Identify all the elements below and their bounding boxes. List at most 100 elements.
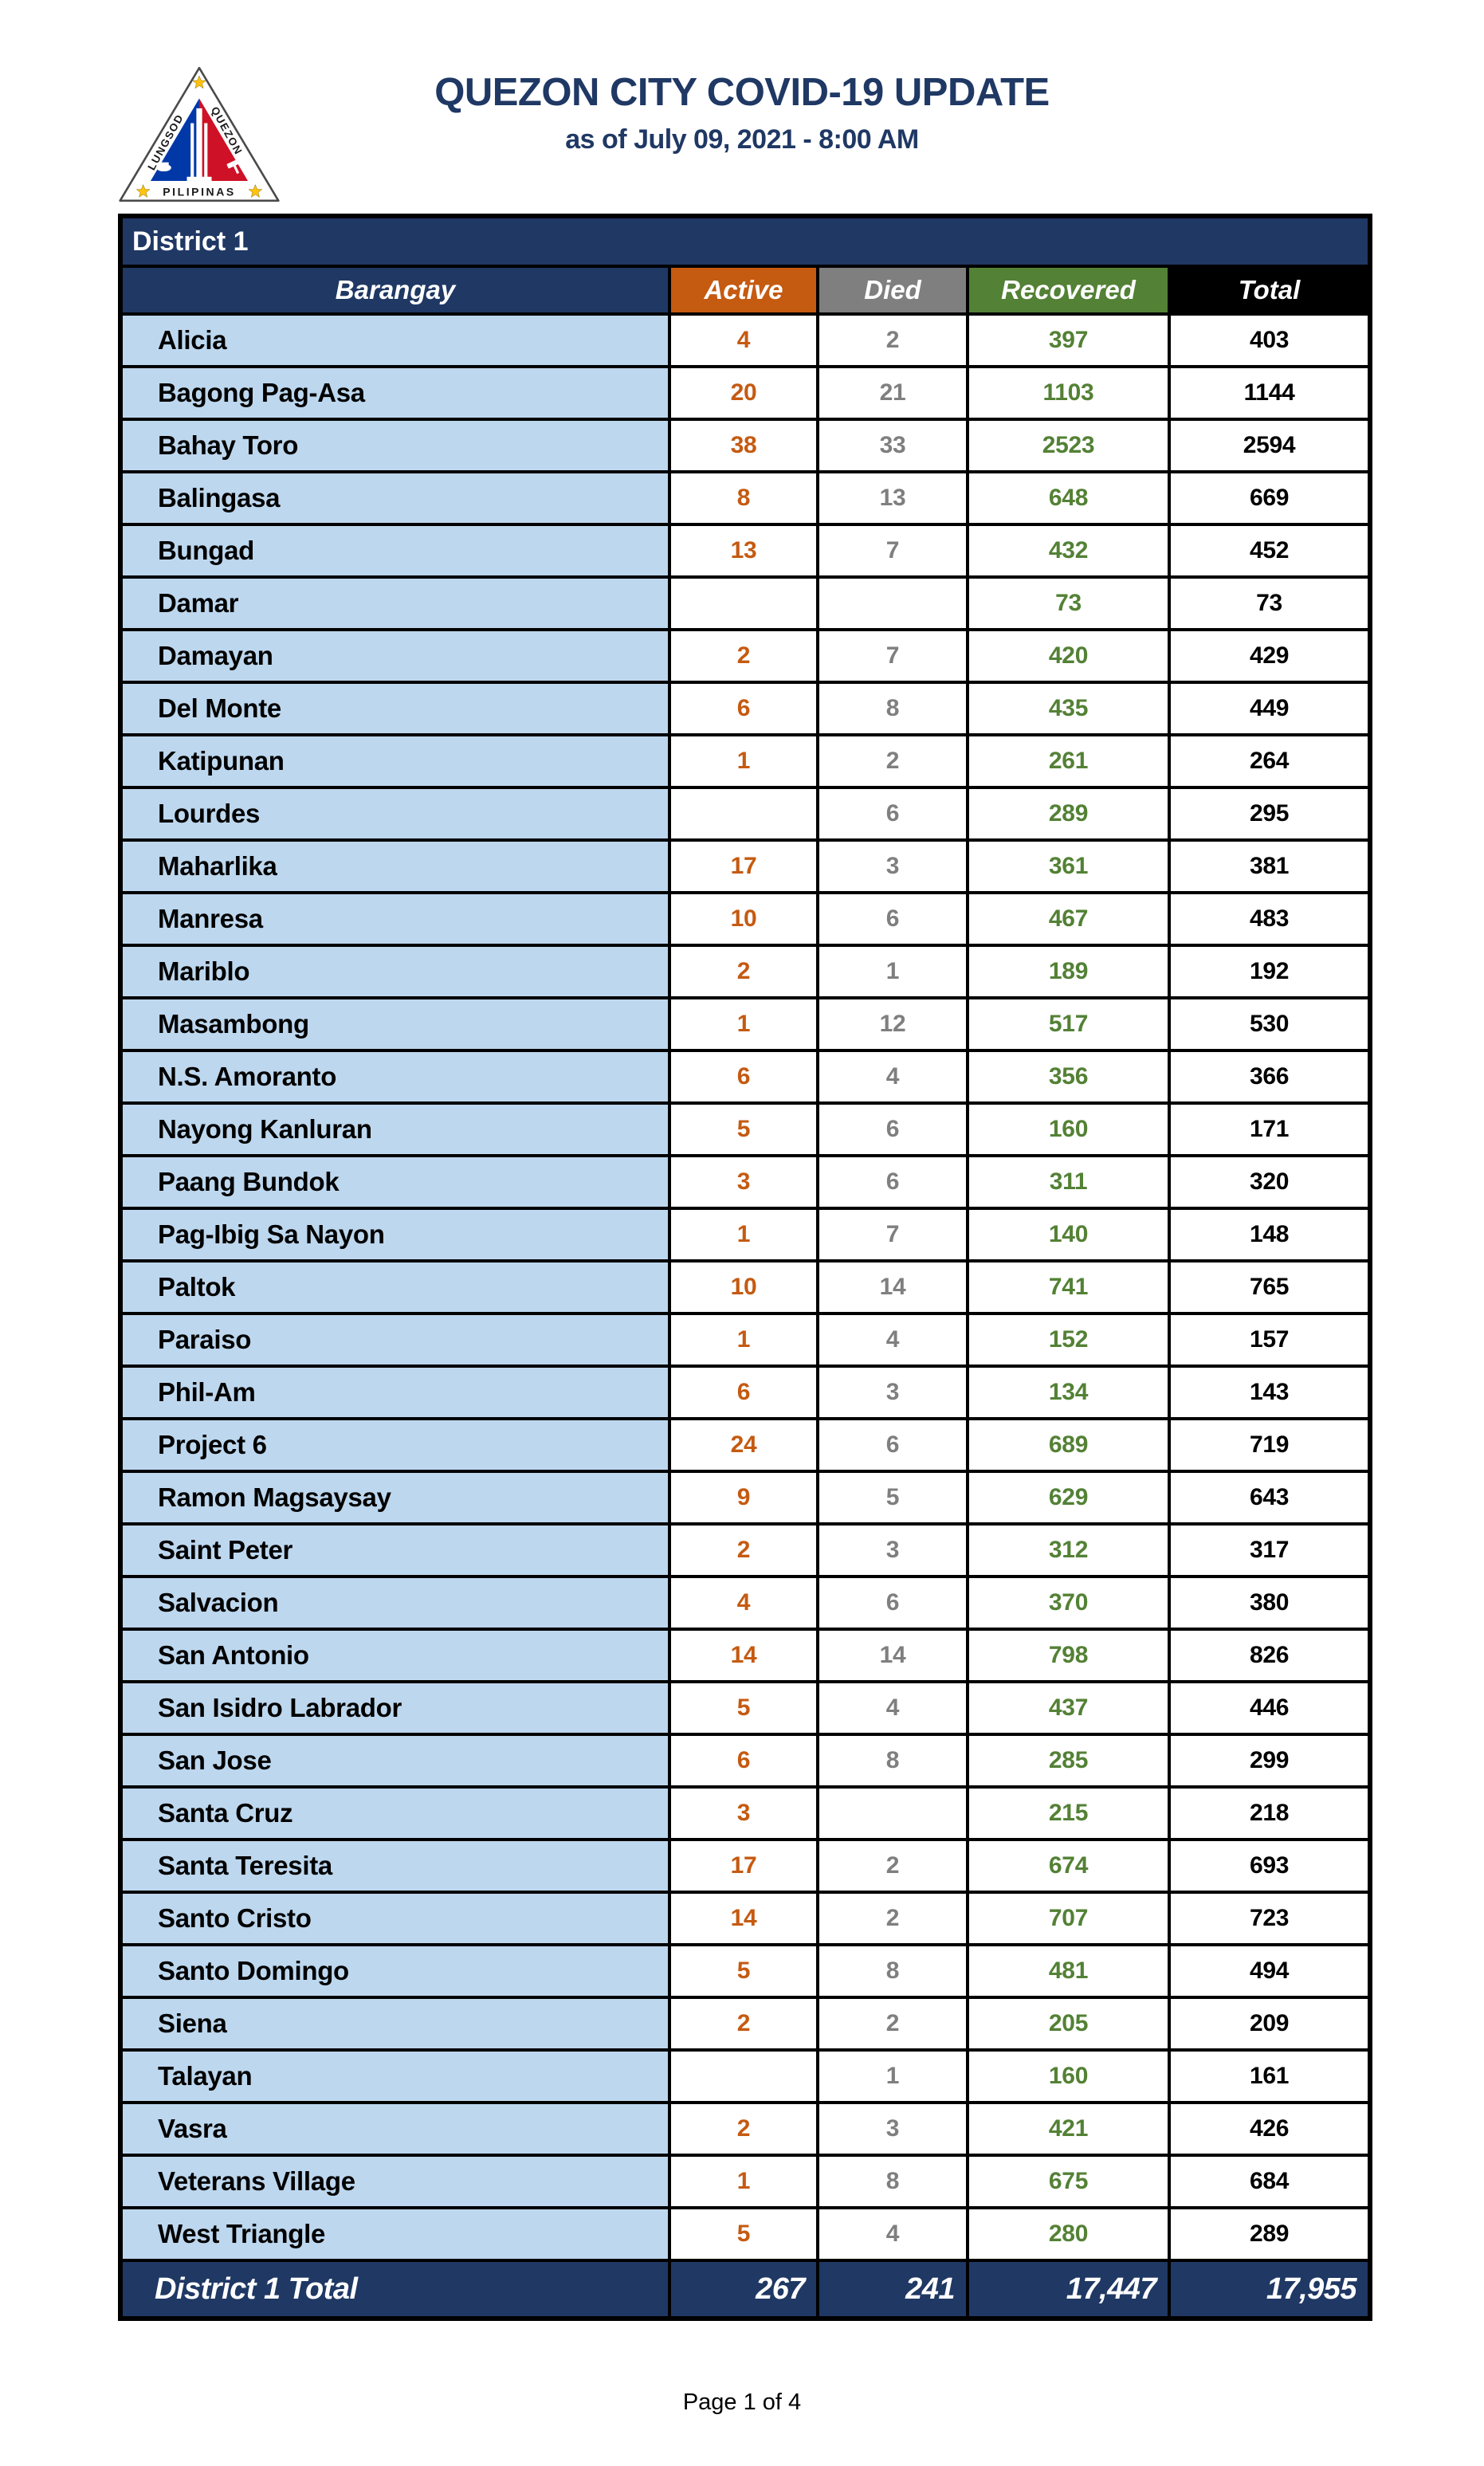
- recovered-count-cell: 280: [966, 2206, 1171, 2262]
- barangay-name-cell: Ramon Magsaysay: [119, 1470, 671, 1526]
- active-count-cell: 6: [668, 1365, 819, 1420]
- recovered-count-cell: 73: [966, 575, 1171, 631]
- active-count-cell: 1: [668, 996, 819, 1052]
- table-row: Bungad 13 7 432 452: [119, 523, 1372, 579]
- recovered-count-cell: 467: [966, 891, 1171, 947]
- total-count-cell: 209: [1167, 1996, 1372, 2052]
- table-row: Vasra 2 3 421 426: [119, 2101, 1372, 2157]
- column-header-active: Active: [668, 265, 819, 316]
- barangay-name-cell: Talayan: [119, 2048, 671, 2104]
- recovered-count-cell: 152: [966, 1312, 1171, 1368]
- title-block: QUEZON CITY COVID-19 UPDATE as of July 0…: [0, 70, 1484, 155]
- barangay-name-cell: Damayan: [119, 628, 671, 684]
- total-count-cell: 429: [1167, 628, 1372, 684]
- active-count-cell: 6: [668, 1733, 819, 1789]
- died-count-cell: [816, 575, 969, 631]
- active-count-cell: 17: [668, 838, 819, 894]
- barangay-name-cell: Lourdes: [119, 786, 671, 842]
- table-row: Katipunan 1 2 261 264: [119, 733, 1372, 789]
- table-row: Manresa 10 6 467 483: [119, 891, 1372, 947]
- active-count-cell: 4: [668, 1575, 819, 1631]
- barangay-name-cell: West Triangle: [119, 2206, 671, 2262]
- recovered-count-cell: 629: [966, 1470, 1171, 1526]
- table-row: Paraiso 1 4 152 157: [119, 1312, 1372, 1368]
- total-count-cell: 157: [1167, 1312, 1372, 1368]
- table-row: Damar 73 73: [119, 575, 1372, 631]
- table-row: Maharlika 17 3 361 381: [119, 838, 1372, 894]
- died-count-cell: 3: [816, 1522, 969, 1578]
- barangay-name-cell: San Antonio: [119, 1628, 671, 1683]
- table-row: Salvacion 4 6 370 380: [119, 1575, 1372, 1631]
- barangay-name-cell: Santo Cristo: [119, 1891, 671, 1946]
- recovered-count-cell: 261: [966, 733, 1171, 789]
- active-count-cell: 14: [668, 1891, 819, 1946]
- active-count-cell: 5: [668, 1680, 819, 1736]
- total-count-cell: 403: [1167, 312, 1372, 368]
- active-count-cell: 5: [668, 2206, 819, 2262]
- active-count-cell: 2: [668, 1996, 819, 2052]
- barangay-name-cell: Masambong: [119, 996, 671, 1052]
- died-count-cell: 4: [816, 1680, 969, 1736]
- column-header-total: Total: [1167, 265, 1372, 316]
- died-count-cell: 7: [816, 1207, 969, 1262]
- barangay-name-cell: Bagong Pag-Asa: [119, 365, 671, 421]
- died-count-cell: 1: [816, 2048, 969, 2104]
- died-count-cell: 8: [816, 1943, 969, 1999]
- died-count-cell: 3: [816, 838, 969, 894]
- active-count-cell: 2: [668, 944, 819, 999]
- died-count-cell: 7: [816, 628, 969, 684]
- total-count-cell: 320: [1167, 1154, 1372, 1210]
- total-count-cell: 299: [1167, 1733, 1372, 1789]
- died-count-cell: 8: [816, 1733, 969, 1789]
- total-count-cell: 73: [1167, 575, 1372, 631]
- died-count-cell: 8: [816, 2154, 969, 2209]
- active-count-cell: 3: [668, 1785, 819, 1841]
- active-count-cell: 8: [668, 470, 819, 526]
- total-count-cell: 452: [1167, 523, 1372, 579]
- district-title: District 1: [118, 214, 1372, 268]
- total-count-cell: 171: [1167, 1101, 1372, 1157]
- barangay-name-cell: Katipunan: [119, 733, 671, 789]
- table-row: Saint Peter 2 3 312 317: [119, 1522, 1372, 1578]
- died-count-cell: 6: [816, 1575, 969, 1631]
- recovered-count-cell: 356: [966, 1049, 1171, 1105]
- barangay-name-cell: Paraiso: [119, 1312, 671, 1368]
- died-count-cell: 4: [816, 1049, 969, 1105]
- died-count-cell: 6: [816, 1101, 969, 1157]
- total-count-cell: 148: [1167, 1207, 1372, 1262]
- barangay-name-cell: Bungad: [119, 523, 671, 579]
- total-count-cell: 143: [1167, 1365, 1372, 1420]
- barangay-name-cell: Bahay Toro: [119, 418, 671, 473]
- recovered-count-cell: 741: [966, 1259, 1171, 1315]
- seal-text-pilipinas: PILIPINAS: [163, 186, 236, 198]
- district-total-label: District 1 Total: [119, 2259, 671, 2320]
- table-row: Balingasa 8 13 648 669: [119, 470, 1372, 526]
- total-count-cell: 381: [1167, 838, 1372, 894]
- barangay-name-cell: Project 6: [119, 1417, 671, 1473]
- barangay-name-cell: Del Monte: [119, 681, 671, 736]
- table-row: Santa Teresita 17 2 674 693: [119, 1838, 1372, 1894]
- barangay-name-cell: Salvacion: [119, 1575, 671, 1631]
- table-row: San Isidro Labrador 5 4 437 446: [119, 1680, 1372, 1736]
- total-count-cell: 483: [1167, 891, 1372, 947]
- total-count-cell: 1144: [1167, 365, 1372, 421]
- barangay-name-cell: Santa Cruz: [119, 1785, 671, 1841]
- active-count-cell: 3: [668, 1154, 819, 1210]
- total-count-cell: 295: [1167, 786, 1372, 842]
- table-row: Phil-Am 6 3 134 143: [119, 1365, 1372, 1420]
- table-row: Bagong Pag-Asa 20 21 1103 1144: [119, 365, 1372, 421]
- recovered-count-cell: 481: [966, 1943, 1171, 1999]
- active-count-cell: 6: [668, 1049, 819, 1105]
- barangay-name-cell: San Jose: [119, 1733, 671, 1789]
- table-row: Pag-Ibig Sa Nayon 1 7 140 148: [119, 1207, 1372, 1262]
- total-count-cell: 264: [1167, 733, 1372, 789]
- recovered-count-cell: 205: [966, 1996, 1171, 2052]
- total-count-cell: 218: [1167, 1785, 1372, 1841]
- died-count-cell: 2: [816, 1996, 969, 2052]
- recovered-count-cell: 361: [966, 838, 1171, 894]
- barangay-name-cell: Siena: [119, 1996, 671, 2052]
- table-row: Lourdes 6 289 295: [119, 786, 1372, 842]
- total-count-cell: 446: [1167, 1680, 1372, 1736]
- table-row: San Antonio 14 14 798 826: [119, 1628, 1372, 1683]
